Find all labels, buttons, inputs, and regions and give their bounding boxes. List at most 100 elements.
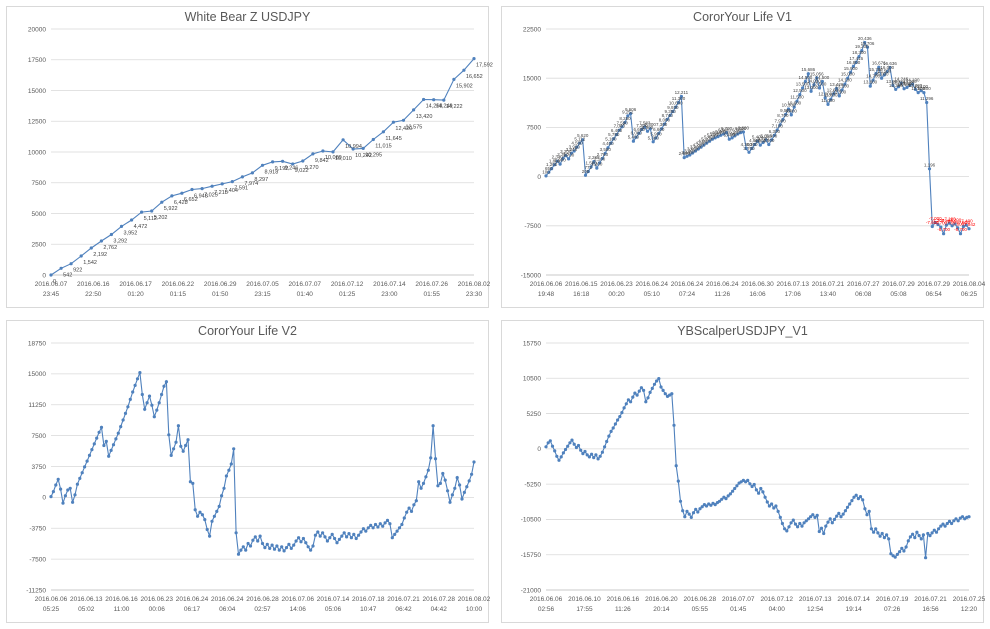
svg-text:3,550: 3,550 <box>600 147 612 152</box>
svg-text:12500: 12500 <box>28 119 46 126</box>
svg-text:200: 200 <box>582 169 590 174</box>
svg-text:2016.06.06: 2016.06.06 <box>530 596 563 603</box>
svg-text:8,000: 8,000 <box>659 118 671 123</box>
svg-text:5,900: 5,900 <box>650 131 662 136</box>
svg-text:14,100: 14,100 <box>906 78 920 83</box>
svg-text:-8,700: -8,700 <box>937 227 950 232</box>
svg-text:01:25: 01:25 <box>339 291 356 298</box>
svg-text:9,606: 9,606 <box>625 107 637 112</box>
svg-text:2016.07.21: 2016.07.21 <box>914 596 947 603</box>
svg-text:05:10: 05:10 <box>644 291 661 298</box>
svg-text:2016.07.07: 2016.07.07 <box>289 281 322 288</box>
svg-text:2016.06.15: 2016.06.15 <box>565 281 598 288</box>
svg-text:14,000: 14,000 <box>807 78 821 83</box>
svg-text:12,300: 12,300 <box>832 89 846 94</box>
svg-text:10,994: 10,994 <box>345 144 362 150</box>
svg-text:20000: 20000 <box>28 26 46 33</box>
svg-text:14,249: 14,249 <box>436 104 453 110</box>
svg-text:4,500: 4,500 <box>571 141 583 146</box>
svg-text:2,900: 2,900 <box>679 151 691 156</box>
svg-text:12,000: 12,000 <box>818 91 832 96</box>
svg-text:2016.06.30: 2016.06.30 <box>741 281 774 288</box>
svg-text:10,295: 10,295 <box>365 152 382 158</box>
svg-text:00:06: 00:06 <box>149 606 166 613</box>
svg-text:01:40: 01:40 <box>297 291 314 298</box>
svg-text:5,620: 5,620 <box>577 133 589 138</box>
x-axis-labels: 2016.06.06 05:25 2016.06.13 05:02 2016.06.16… <box>35 596 491 613</box>
svg-text:0: 0 <box>537 446 541 453</box>
svg-text:07:26: 07:26 <box>884 606 901 613</box>
svg-text:05:55: 05:55 <box>692 606 709 613</box>
svg-text:2016.06.23: 2016.06.23 <box>600 281 633 288</box>
svg-text:2016.07.29: 2016.07.29 <box>917 281 950 288</box>
svg-text:5,200: 5,200 <box>757 136 769 141</box>
point-labels: 1006501,2001,8002,3401,9002,7603,2002,70… <box>542 36 976 232</box>
svg-text:5,900: 5,900 <box>710 131 722 136</box>
svg-text:5,400: 5,400 <box>704 135 716 140</box>
gridlines <box>546 342 969 591</box>
svg-text:6,400: 6,400 <box>611 128 623 133</box>
chart-panel-cororyour-life-v1[interactable]: CororYour Life V1 -15000 -7500 0 7500 15000 2… <box>501 6 986 308</box>
svg-text:14,500: 14,500 <box>816 75 830 80</box>
svg-text:10000: 10000 <box>28 149 46 156</box>
svg-text:2,192: 2,192 <box>93 252 107 258</box>
svg-text:7,900: 7,900 <box>774 118 786 123</box>
series-line <box>545 377 970 558</box>
svg-text:-7,942: -7,942 <box>963 222 976 227</box>
svg-text:-7,200: -7,200 <box>949 217 962 222</box>
svg-text:13,420: 13,420 <box>416 114 433 120</box>
chart-panel-cororyour-life-v2[interactable]: CororYour Life V2 -11250 -7500 -3750 0 3750 7… <box>6 320 491 623</box>
svg-text:7500: 7500 <box>527 125 542 132</box>
svg-text:11,015: 11,015 <box>375 144 391 150</box>
svg-text:-5250: -5250 <box>524 481 541 488</box>
svg-text:2016.07.27: 2016.07.27 <box>847 281 880 288</box>
svg-text:5000: 5000 <box>32 211 47 218</box>
svg-text:04:00: 04:00 <box>769 606 786 613</box>
svg-text:2016.06.28: 2016.06.28 <box>246 596 279 603</box>
svg-text:12:54: 12:54 <box>807 606 824 613</box>
svg-text:15,500: 15,500 <box>878 68 892 73</box>
svg-text:15000: 15000 <box>28 371 46 378</box>
svg-text:01:45: 01:45 <box>730 606 747 613</box>
svg-text:16,636: 16,636 <box>883 61 897 66</box>
svg-text:2016.07.19: 2016.07.19 <box>876 596 909 603</box>
x-axis-labels: 2016.06.06 02:56 2016.06.10 17:55 2016.06.16… <box>530 596 986 613</box>
svg-text:7,300: 7,300 <box>656 122 668 127</box>
svg-text:2016.06.16: 2016.06.16 <box>607 596 640 603</box>
svg-text:6,000: 6,000 <box>631 131 643 136</box>
svg-text:5,300: 5,300 <box>648 135 660 140</box>
svg-text:10,600: 10,600 <box>669 101 683 106</box>
chart-panel-ybscalperusdjpy-v1[interactable]: YBScalperUSDJPY_V1 -21000 -15750 -10500 -52… <box>501 320 986 623</box>
svg-text:13,500: 13,500 <box>813 82 827 87</box>
point-markers <box>544 377 971 560</box>
svg-text:4,900: 4,900 <box>763 138 775 143</box>
svg-text:9,500: 9,500 <box>780 108 792 113</box>
svg-text:1,542: 1,542 <box>83 260 97 266</box>
svg-text:06:04: 06:04 <box>219 606 236 613</box>
gridlines <box>51 28 474 276</box>
svg-text:00:20: 00:20 <box>608 291 625 298</box>
svg-text:9,270: 9,270 <box>305 165 319 171</box>
svg-text:17,416: 17,416 <box>849 56 863 61</box>
svg-text:11,296: 11,296 <box>920 96 934 101</box>
svg-text:7500: 7500 <box>32 433 47 440</box>
svg-text:-7,000: -7,000 <box>929 216 942 221</box>
svg-text:5,780: 5,780 <box>608 132 620 137</box>
svg-text:9,246: 9,246 <box>285 165 299 171</box>
svg-text:13,300: 13,300 <box>909 83 923 88</box>
x-axis-labels: 2016.06.07 23:45 2016.06.16 22:50 2016.06.17… <box>35 281 491 298</box>
svg-text:5,700: 5,700 <box>724 133 736 138</box>
svg-text:2016.06.28: 2016.06.28 <box>684 596 717 603</box>
svg-text:9,930: 9,930 <box>667 105 679 110</box>
svg-text:9,252: 9,252 <box>622 109 634 114</box>
svg-text:6,300: 6,300 <box>715 129 727 134</box>
chart-panel-white-bear-z-usdjpy[interactable]: White Bear Z USDJPY 0 2500 5000 7500 10000 12… <box>6 6 493 308</box>
svg-text:2016.06.06: 2016.06.06 <box>35 596 68 603</box>
svg-text:15,000: 15,000 <box>841 72 855 77</box>
svg-text:7,974: 7,974 <box>244 181 258 187</box>
svg-text:01:50: 01:50 <box>212 291 229 298</box>
svg-text:8,297: 8,297 <box>254 177 268 183</box>
svg-text:6,600: 6,600 <box>633 127 645 132</box>
svg-text:17,592: 17,592 <box>476 63 493 69</box>
chart-title: CororYour Life V2 <box>198 324 297 338</box>
